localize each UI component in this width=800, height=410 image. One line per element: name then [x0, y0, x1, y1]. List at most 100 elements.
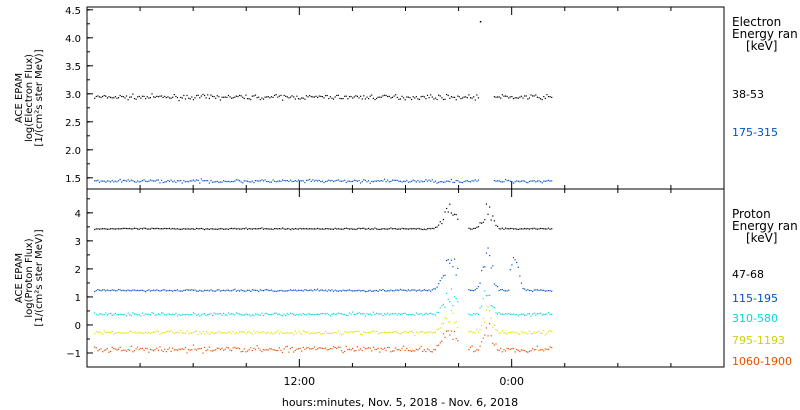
- proton-data-point: [514, 332, 516, 334]
- electron-data-point: [211, 95, 214, 97]
- proton-data-point: [138, 290, 140, 292]
- proton-data-point: [301, 350, 303, 352]
- electron-data-point: [111, 97, 113, 99]
- electron-data-point: [471, 97, 473, 99]
- proton-data-point: [153, 227, 155, 230]
- proton-data-point: [213, 228, 215, 230]
- electron-data-point: [431, 179, 433, 181]
- proton-data-point: [289, 289, 292, 291]
- electron-data-point: [468, 94, 470, 96]
- proton-data-point: [358, 349, 360, 351]
- proton-data-point: [200, 347, 202, 350]
- electron-data-point: [461, 97, 464, 99]
- electron-data-point: [189, 98, 191, 100]
- proton-data-point: [153, 350, 155, 352]
- proton-data-point: [326, 228, 328, 230]
- proton-data-point: [140, 227, 142, 230]
- electron-data-point: [340, 180, 343, 182]
- electron-data-point: [533, 95, 535, 97]
- proton-data-point: [183, 332, 185, 334]
- proton-data-point: [363, 331, 365, 333]
- proton-legend-label: 795-1193: [732, 334, 785, 347]
- proton-data-point: [444, 317, 446, 319]
- electron-data-point: [258, 96, 260, 98]
- proton-data-point: [227, 347, 230, 349]
- electron-data-point: [453, 96, 456, 99]
- electron-data-point: [141, 95, 144, 97]
- electron-data-point: [323, 97, 325, 99]
- proton-data-point: [449, 334, 451, 336]
- proton-data-point: [281, 351, 284, 353]
- proton-data-point: [219, 332, 222, 334]
- proton-data-point: [512, 313, 515, 315]
- electron-data-point: [336, 94, 338, 97]
- proton-data-point: [403, 331, 405, 333]
- electron-data-point: [403, 97, 405, 99]
- electron-data-point: [410, 98, 413, 101]
- electron-data-point: [234, 96, 236, 98]
- proton-data-point: [514, 259, 516, 261]
- proton-data-point: [516, 331, 518, 333]
- proton-data-point: [438, 312, 440, 314]
- proton-data-point: [95, 228, 97, 230]
- electron-data-point: [124, 97, 126, 99]
- proton-data-point: [211, 290, 214, 292]
- proton-data-point: [231, 290, 233, 292]
- proton-data-point: [493, 307, 495, 309]
- electron-data-point: [199, 97, 201, 99]
- proton-data-point: [235, 228, 238, 230]
- proton-data-point: [154, 349, 156, 351]
- proton-data-point: [410, 228, 413, 230]
- proton-data-point: [315, 313, 317, 315]
- proton-data-point: [390, 351, 392, 353]
- proton-data-point: [468, 289, 470, 291]
- electron-data-point: [398, 98, 400, 100]
- electron-data-point: [280, 94, 282, 97]
- proton-data-point: [391, 350, 394, 352]
- proton-data-point: [258, 314, 260, 316]
- proton-data-point: [226, 332, 228, 334]
- proton-data-point: [383, 313, 386, 315]
- electron-data-point: [380, 179, 382, 182]
- proton-data-point: [219, 348, 222, 351]
- proton-data-point: [143, 332, 145, 334]
- proton-data-point: [334, 346, 336, 349]
- proton-data-point: [321, 347, 324, 350]
- proton-data-point: [503, 314, 505, 316]
- proton-data-point: [237, 347, 239, 349]
- proton-data-point: [246, 350, 249, 352]
- proton-data-point: [312, 347, 314, 350]
- proton-data-point: [153, 312, 155, 315]
- electron-data-point: [430, 94, 432, 96]
- proton-data-point: [272, 333, 274, 335]
- proton-data-point: [447, 211, 449, 213]
- proton-data-point: [479, 282, 481, 284]
- electron-data-point: [184, 181, 187, 183]
- electron-data-point: [266, 180, 268, 183]
- proton-data-point: [153, 289, 155, 291]
- proton-data-point: [103, 228, 105, 230]
- proton-data-point: [379, 313, 381, 315]
- electron-data-point: [320, 95, 322, 97]
- proton-data-point: [468, 349, 470, 351]
- proton-data-point: [324, 289, 327, 291]
- proton-data-point: [307, 290, 309, 292]
- proton-data-point: [307, 228, 309, 230]
- proton-data-point: [114, 348, 116, 350]
- electron-data-point: [457, 95, 459, 97]
- proton-data-point: [309, 289, 311, 291]
- electron-data-point: [438, 181, 440, 183]
- proton-data-point: [121, 228, 123, 230]
- proton-data-point: [188, 348, 190, 351]
- electron-data-point: [154, 180, 156, 182]
- proton-data-point: [332, 332, 335, 334]
- proton-data-point: [455, 297, 457, 300]
- electron-data-point: [334, 96, 336, 98]
- electron-data-point: [393, 179, 395, 181]
- proton-data-point: [500, 228, 502, 230]
- proton-data-point: [453, 322, 456, 324]
- proton-data-point: [165, 351, 167, 353]
- proton-data-point: [231, 227, 233, 229]
- proton-data-point: [200, 290, 202, 292]
- proton-data-point: [337, 290, 339, 292]
